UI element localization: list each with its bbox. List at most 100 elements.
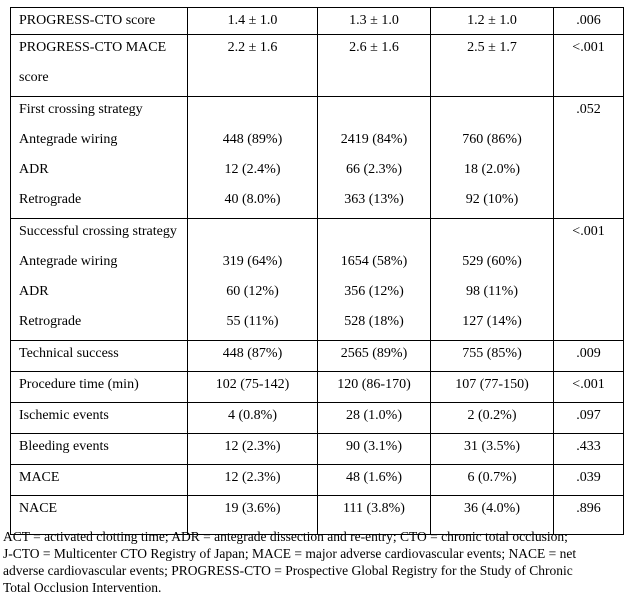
value-cell-g1: 448 (87%) (187, 340, 318, 372)
value-cell-g1: 4 (0.8%) (187, 402, 318, 434)
row-label: ADR (10, 279, 188, 309)
row-label: ADR (10, 157, 188, 187)
table-row: Technical success 448 (87%) 2565 (89%) 7… (10, 340, 624, 372)
table-row: First crossing strategy .052 (10, 96, 624, 127)
value-cell-g1: 19 (3.6%) (187, 495, 318, 535)
p-value-cell (553, 309, 624, 341)
value-cell-g1: 2.2 ± 1.6 (187, 34, 318, 65)
value-cell-g1: 60 (12%) (187, 279, 318, 309)
row-label: NACE (10, 495, 188, 535)
table-row: Successful crossing strategy <.001 (10, 218, 624, 249)
value-cell-g2: 2419 (84%) (317, 127, 431, 157)
value-cell-g2: 2.6 ± 1.6 (317, 34, 431, 65)
value-cell-g2: 1654 (58%) (317, 249, 431, 279)
row-label: Procedure time (min) (10, 371, 188, 403)
value-cell-g3: 760 (86%) (430, 127, 554, 157)
p-value-cell (553, 187, 624, 219)
table-row: Procedure time (min) 102 (75-142) 120 (8… (10, 371, 624, 403)
value-cell-g2: 28 (1.0%) (317, 402, 431, 434)
value-cell-g1: 102 (75-142) (187, 371, 318, 403)
p-value-cell: <.001 (553, 218, 624, 249)
table-row: ADR 60 (12%) 356 (12%) 98 (11%) (10, 279, 624, 309)
value-cell-g3: 6 (0.7%) (430, 464, 554, 496)
value-cell-g1: 12 (2.3%) (187, 464, 318, 496)
p-value-cell: .097 (553, 402, 624, 434)
table-row: NACE 19 (3.6%) 111 (3.8%) 36 (4.0%) .896 (10, 495, 624, 535)
table-row: Antegrade wiring 448 (89%) 2419 (84%) 76… (10, 127, 624, 157)
footnote-line: ACT = activated clotting time; ADR = ant… (3, 529, 568, 544)
table-row: Antegrade wiring 319 (64%) 1654 (58%) 52… (10, 249, 624, 279)
value-cell-g2: 356 (12%) (317, 279, 431, 309)
p-value-cell (553, 249, 624, 279)
table-row: score (10, 65, 624, 97)
p-value-cell: <.001 (553, 34, 624, 65)
row-label: Retrograde (10, 309, 188, 341)
value-cell-g2 (317, 65, 431, 97)
value-cell-g2: 120 (86-170) (317, 371, 431, 403)
table-row: PROGRESS-CTO MACE 2.2 ± 1.6 2.6 ± 1.6 2.… (10, 34, 624, 65)
p-value-cell: .009 (553, 340, 624, 372)
value-cell-g3: 107 (77-150) (430, 371, 554, 403)
p-value-cell: <.001 (553, 371, 624, 403)
value-cell-g1 (187, 218, 318, 249)
row-label: Antegrade wiring (10, 127, 188, 157)
table-row: Ischemic events 4 (0.8%) 28 (1.0%) 2 (0.… (10, 402, 624, 434)
value-cell-g1: 40 (8.0%) (187, 187, 318, 219)
p-value-cell: .052 (553, 96, 624, 127)
value-cell-g3 (430, 218, 554, 249)
table-footnote: ACT = activated clotting time; ADR = ant… (3, 528, 631, 594)
value-cell-g2: 90 (3.1%) (317, 433, 431, 465)
row-label: score (10, 65, 188, 97)
row-label: Bleeding events (10, 433, 188, 465)
row-label: Technical success (10, 340, 188, 372)
p-value-cell: .896 (553, 495, 624, 535)
table-row: ADR 12 (2.4%) 66 (2.3%) 18 (2.0%) (10, 157, 624, 187)
value-cell-g3: 31 (3.5%) (430, 433, 554, 465)
row-label: First crossing strategy (10, 96, 188, 127)
footnote-line: adverse cardiovascular events; PROGRESS-… (3, 563, 573, 578)
value-cell-g3: 127 (14%) (430, 309, 554, 341)
value-cell-g3: 98 (11%) (430, 279, 554, 309)
table-row: Retrograde 55 (11%) 528 (18%) 127 (14%) (10, 309, 624, 341)
value-cell-g2: 66 (2.3%) (317, 157, 431, 187)
row-label: Ischemic events (10, 402, 188, 434)
p-value-cell: .039 (553, 464, 624, 496)
p-value-cell (553, 127, 624, 157)
p-value-cell: .433 (553, 433, 624, 465)
value-cell-g3: 92 (10%) (430, 187, 554, 219)
value-cell-g2: 2565 (89%) (317, 340, 431, 372)
value-cell-g3: 2 (0.2%) (430, 402, 554, 434)
table-row: PROGRESS-CTO score 1.4 ± 1.0 1.3 ± 1.0 1… (10, 7, 624, 35)
footnote-line: J-CTO = Multicenter CTO Registry of Japa… (3, 546, 577, 561)
row-label: PROGRESS-CTO MACE (10, 34, 188, 65)
value-cell-g3: 529 (60%) (430, 249, 554, 279)
value-cell-g2: 111 (3.8%) (317, 495, 431, 535)
value-cell-g2: 48 (1.6%) (317, 464, 431, 496)
value-cell-g1: 55 (11%) (187, 309, 318, 341)
value-cell-g3: 1.2 ± 1.0 (430, 7, 554, 35)
row-label: Successful crossing strategy (10, 218, 188, 249)
row-label: MACE (10, 464, 188, 496)
table-row: Retrograde 40 (8.0%) 363 (13%) 92 (10%) (10, 187, 624, 219)
table-row: MACE 12 (2.3%) 48 (1.6%) 6 (0.7%) .039 (10, 464, 624, 496)
value-cell-g3: 18 (2.0%) (430, 157, 554, 187)
value-cell-g3 (430, 96, 554, 127)
value-cell-g1 (187, 65, 318, 97)
value-cell-g2 (317, 96, 431, 127)
value-cell-g3 (430, 65, 554, 97)
value-cell-g3: 2.5 ± 1.7 (430, 34, 554, 65)
value-cell-g3: 755 (85%) (430, 340, 554, 372)
value-cell-g2: 363 (13%) (317, 187, 431, 219)
value-cell-g1: 448 (89%) (187, 127, 318, 157)
row-label: Retrograde (10, 187, 188, 219)
p-value-cell: .006 (553, 7, 624, 35)
row-label: PROGRESS-CTO score (10, 7, 188, 35)
value-cell-g1: 12 (2.4%) (187, 157, 318, 187)
p-value-cell (553, 157, 624, 187)
table-row: Bleeding events 12 (2.3%) 90 (3.1%) 31 (… (10, 433, 624, 465)
footnote-line: Total Occlusion Intervention. (3, 580, 162, 594)
value-cell-g1: 12 (2.3%) (187, 433, 318, 465)
p-value-cell (553, 65, 624, 97)
outcomes-table: PROGRESS-CTO score 1.4 ± 1.0 1.3 ± 1.0 1… (10, 7, 624, 535)
